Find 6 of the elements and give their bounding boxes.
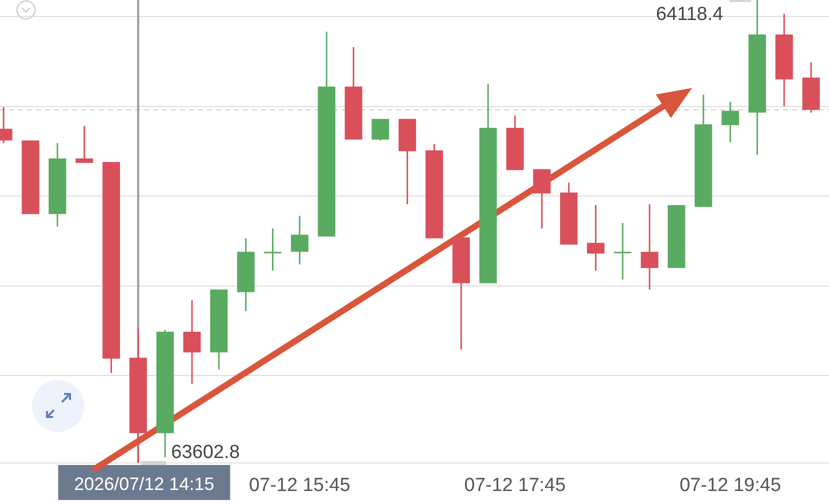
annotation: 64118.4 [656, 4, 724, 25]
x-tick-label: 07-12 17:45 [464, 475, 566, 496]
ref-line-label: 2026/07/12 14:15 [74, 474, 214, 494]
annotation: 63602.8 [171, 442, 240, 463]
x-tick-label: 07-12 15:45 [248, 475, 350, 496]
x-tick-label: 07-12 19:45 [680, 475, 782, 496]
